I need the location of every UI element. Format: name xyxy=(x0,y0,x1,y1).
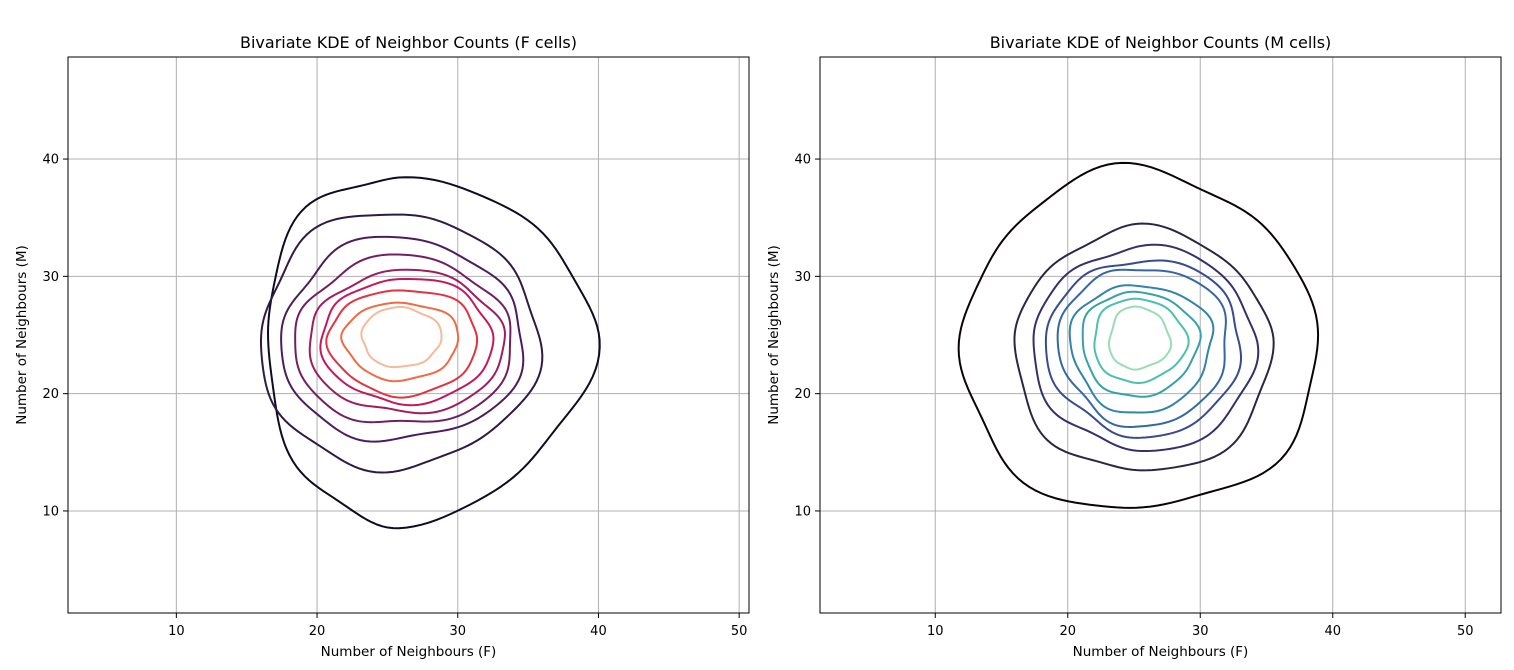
x-tick-label: 40 xyxy=(590,624,607,639)
y-tick-label: 40 xyxy=(42,153,59,168)
x-tick-label: 50 xyxy=(731,624,748,639)
x-tick-label: 10 xyxy=(927,624,944,639)
contour-level-3 xyxy=(280,235,525,443)
contour-level-3 xyxy=(1032,243,1260,453)
x-axis-label: Number of Neighbours (F) xyxy=(1073,644,1249,660)
contour-level-4 xyxy=(294,253,512,424)
chart-title: Bivariate KDE of Neighbor Counts (M cell… xyxy=(990,33,1332,52)
contour-level-2 xyxy=(1013,222,1275,472)
contour-level-8 xyxy=(340,301,460,383)
y-tick-label: 10 xyxy=(42,504,59,519)
contour-level-5 xyxy=(1056,268,1227,428)
x-tick-label: 20 xyxy=(309,624,326,639)
x-tick-label: 40 xyxy=(1324,624,1341,639)
contour-level-5 xyxy=(308,268,506,415)
x-axis-label: Number of Neighbours (F) xyxy=(321,644,497,660)
contour-level-1 xyxy=(957,161,1320,509)
y-tick-label: 30 xyxy=(794,270,811,285)
contour-level-2 xyxy=(259,213,544,474)
contour-level-7 xyxy=(325,289,479,399)
y-tick-label: 30 xyxy=(42,270,59,285)
contour-level-9 xyxy=(1107,305,1173,371)
y-tick-label: 20 xyxy=(794,387,811,402)
axes-frame xyxy=(67,56,750,614)
contour-level-4 xyxy=(1044,259,1243,439)
x-tick-label: 20 xyxy=(1059,624,1076,639)
y-axis-label: Number of Neighbours (M) xyxy=(766,245,782,425)
contour-level-1 xyxy=(267,176,601,530)
y-axis-label: Number of Neighbours (M) xyxy=(14,245,30,425)
contour-level-7 xyxy=(1081,290,1202,398)
contour-group xyxy=(259,176,601,530)
contour-level-6 xyxy=(319,277,495,407)
contour-group xyxy=(957,161,1320,509)
chart-title: Bivariate KDE of Neighbor Counts (F cell… xyxy=(240,33,577,52)
contour-level-8 xyxy=(1093,297,1190,384)
kde-panel-m-cells: 10 20 30 40 50 10 20 30 40 Bivariate KDE of Neigh… xyxy=(766,33,1502,660)
x-tick-label: 30 xyxy=(1192,624,1209,639)
contour-level-9 xyxy=(360,305,443,369)
y-tick-label: 20 xyxy=(42,387,59,402)
kde-panel-f-cells: 10 20 30 40 50 10 20 30 40 Bivariate KDE of Neigh… xyxy=(14,33,750,660)
y-tick-label: 10 xyxy=(794,504,811,519)
y-tick-label: 40 xyxy=(794,153,811,168)
x-tick-label: 30 xyxy=(449,624,466,639)
contour-level-6 xyxy=(1068,284,1215,414)
x-tick-label: 10 xyxy=(168,624,185,639)
x-tick-label: 50 xyxy=(1457,624,1474,639)
axes-frame xyxy=(819,56,1502,614)
